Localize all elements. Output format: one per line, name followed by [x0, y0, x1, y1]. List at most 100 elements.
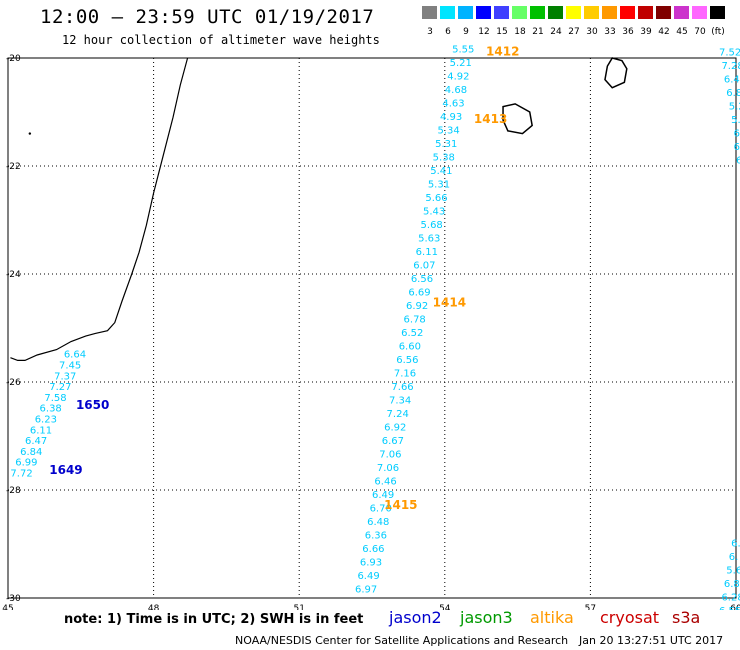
footer-note: note: 1) Time is in UTC; 2) SWH is in fe…	[64, 612, 364, 627]
wave-height-point: 6.56	[411, 274, 433, 285]
wave-height-point: 6.48	[367, 517, 389, 528]
wave-height-point: 4.63	[442, 99, 464, 110]
wave-height-point: 6.9	[734, 142, 740, 153]
y-tick-label: -20	[6, 54, 21, 64]
legend-label: 9	[463, 27, 469, 37]
legend-label: 24	[550, 27, 562, 37]
legend-swatch	[602, 6, 617, 19]
x-tick-label: 45	[2, 604, 13, 610]
wave-height-point: 6.60	[399, 342, 421, 353]
wave-height-point: 6.52	[401, 328, 423, 339]
legend-swatch	[440, 6, 455, 19]
wave-height-point: 7.58	[44, 393, 66, 404]
wave-height-point: 4.92	[447, 72, 469, 83]
map-subtitle: 12 hour collection of altimeter wave hei…	[62, 33, 380, 47]
wave-height-point: 5.68	[421, 220, 443, 231]
wave-height-point: 6.28	[721, 593, 740, 604]
wave-height-point: 6.9	[734, 128, 740, 139]
wave-height-point: 6	[736, 155, 740, 166]
y-tick-label: -30	[6, 594, 21, 604]
wave-height-point: 7.72	[10, 469, 32, 480]
wave-height-point: 6.36	[365, 531, 387, 542]
wave-height-point: 6.49	[357, 571, 379, 582]
wave-height-point: 5.55	[452, 45, 474, 56]
x-tick-label: 51	[293, 604, 304, 610]
legend-swatch	[494, 6, 509, 19]
wave-height-point: 6.23	[35, 415, 57, 426]
wave-height-point: 7.06	[377, 463, 399, 474]
wave-height-point: 7.45	[59, 361, 81, 372]
madagascar-coastline	[10, 57, 189, 361]
wave-height-point: 5.43	[423, 207, 445, 218]
footer-credit: NOAA/NESDIS Center for Satellite Applica…	[235, 634, 569, 647]
wave-height-point: 6.84	[726, 88, 740, 99]
wave-height-point: 6.69	[408, 288, 430, 299]
wave-height-point: 6.97	[355, 585, 377, 596]
legend-label: 18	[514, 27, 526, 37]
wave-height-point: 6.70	[370, 504, 392, 515]
wave-height-point: 7.37	[54, 371, 76, 382]
wave-height-point: 6.92	[384, 423, 406, 434]
wave-height-point: 5.63	[418, 234, 440, 245]
wave-height-point: 5.41	[430, 166, 452, 177]
satellite-name-jason3: jason3	[460, 608, 513, 627]
plot-frame	[7, 57, 737, 599]
wave-height-point: 6.	[729, 552, 739, 563]
wave-height-point: 6.	[731, 539, 740, 550]
y-tick-label: -26	[6, 378, 21, 388]
wave-height-point: 6.66	[362, 544, 384, 555]
legend-swatch	[638, 6, 653, 19]
wave-height-point: 5.31	[428, 180, 450, 191]
wave-height-point: 6.64	[64, 350, 86, 361]
legend-label: 45	[676, 27, 688, 37]
wave-height-point: 6.49	[724, 74, 740, 85]
legend-swatch	[710, 6, 725, 19]
wave-height-point: 6.49	[372, 490, 394, 501]
satellite-name-s3a: s3a	[672, 608, 701, 627]
legend-label: (ft)	[711, 27, 725, 37]
legend-swatch	[584, 6, 599, 19]
reunion-island	[502, 103, 533, 135]
satellite-name-cryosat: cryosat	[600, 608, 660, 627]
wave-height-point: 6.56	[396, 355, 418, 366]
altimeter-map: 45 48 51 54 57 60-20-22-24-26-28-306.647.457.…	[2, 44, 740, 610]
legend-label: 30	[586, 27, 598, 37]
wave-height-point: 6.93	[360, 558, 382, 569]
wave-height-point: 6.67	[382, 436, 404, 447]
legend-swatch	[692, 6, 707, 19]
legend-label: 36	[622, 27, 634, 37]
pass-number-label: 1415	[384, 498, 417, 512]
legend-label: 12	[478, 27, 490, 37]
y-tick-label: -28	[6, 486, 21, 496]
pass-number-label: 1650	[76, 398, 109, 412]
wave-height-point: 7.24	[387, 409, 409, 420]
pass-number-label: 1412	[486, 44, 519, 58]
wave-height-point: 7.52	[719, 47, 740, 58]
mauritius-island	[604, 57, 628, 89]
pass-number-label: 1649	[49, 463, 82, 477]
legend-label: 3	[427, 27, 433, 37]
wave-height-point: 6.92	[406, 301, 428, 312]
wave-height-point: 6.47	[25, 436, 47, 447]
y-tick-label: -24	[6, 270, 21, 280]
legend-swatch	[548, 6, 563, 19]
map-title: 12:00 – 23:59 UTC 01/19/2017	[40, 6, 375, 28]
wave-height-point: 5.9	[731, 115, 740, 126]
wave-height-point: 5.38	[433, 153, 455, 164]
wave-height-point: 5.6	[726, 566, 740, 577]
legend-swatch	[674, 6, 689, 19]
legend-swatch	[530, 6, 545, 19]
wave-height-point: 6.11	[30, 425, 52, 436]
wave-height-point: 5.31	[435, 139, 457, 150]
wave-height-point: 7.06	[379, 450, 401, 461]
legend-swatch	[476, 6, 491, 19]
wave-height-point: 6.38	[40, 404, 62, 415]
legend-swatch	[620, 6, 635, 19]
x-tick-label: 48	[148, 604, 160, 610]
x-tick-label: 60	[730, 604, 740, 610]
wave-height-point: 5.66	[425, 193, 447, 204]
wave-height-point: 7.28	[721, 61, 740, 72]
legend-label: 27	[568, 27, 580, 37]
wave-height-point: 6.78	[404, 315, 426, 326]
y-tick-label: -22	[6, 162, 21, 172]
